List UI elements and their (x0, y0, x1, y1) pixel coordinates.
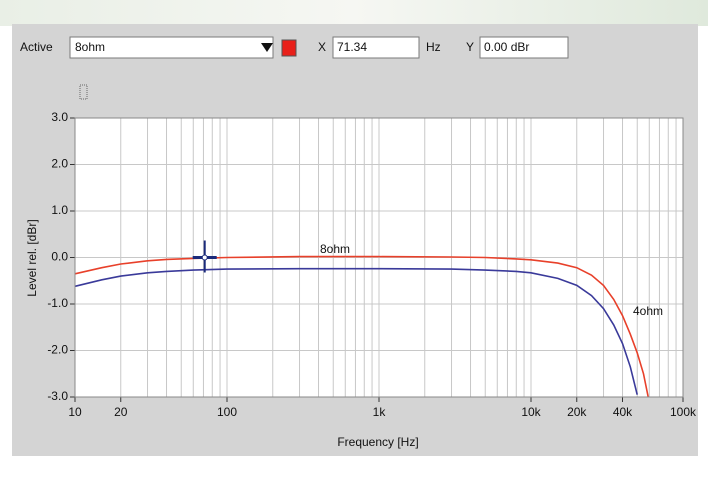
series-label: 4ohm (633, 304, 663, 318)
x-tick-label: 1k (373, 405, 387, 419)
series-label: 8ohm (320, 242, 350, 256)
y-tick-label: 2.0 (51, 157, 68, 171)
plot-frame (74, 117, 684, 398)
cursor-dot (201, 254, 208, 261)
marks: 8ohm 4ohm (74, 240, 663, 398)
y-tick-label: 3.0 (51, 110, 68, 124)
x-axis-title: Frequency [Hz] (337, 435, 418, 449)
x-tick-label: 10k (521, 405, 541, 419)
x-label: X (318, 40, 326, 54)
x-unit: Hz (426, 40, 441, 54)
y-tick-label: -2.0 (47, 343, 68, 357)
x-tick-label: 40k (613, 405, 633, 419)
active-dropdown[interactable] (69, 36, 274, 59)
active-label: Active (20, 40, 53, 54)
dropdown-arrow[interactable] (261, 43, 273, 52)
y-axis-title: Level rel. [dBr] (25, 219, 39, 296)
series-line (74, 267, 638, 395)
y-label: Y (466, 40, 474, 54)
backdrop (0, 0, 708, 26)
x-value: 71.34 (337, 40, 367, 54)
small-icon[interactable] (79, 84, 88, 100)
y-value: 0.00 dBr (484, 40, 529, 54)
y-tick-label: 0.0 (51, 250, 68, 264)
color-swatch[interactable] (281, 39, 297, 57)
x-tick-label: 100k (670, 405, 697, 419)
y-tick-label: 1.0 (51, 203, 68, 217)
active-value: 8ohm (75, 40, 105, 54)
y-tick-label: -1.0 (47, 296, 68, 310)
y-tick-label: -3.0 (47, 389, 68, 403)
x-tick-label: 100 (217, 405, 237, 419)
x-tick-label: 20k (567, 405, 587, 419)
x-tick-label: 10 (68, 405, 82, 419)
cursor[interactable] (192, 240, 217, 273)
y-field[interactable] (479, 36, 569, 59)
series-line (74, 255, 649, 398)
x-field[interactable] (332, 36, 420, 59)
x-tick-label: 20 (114, 405, 128, 419)
